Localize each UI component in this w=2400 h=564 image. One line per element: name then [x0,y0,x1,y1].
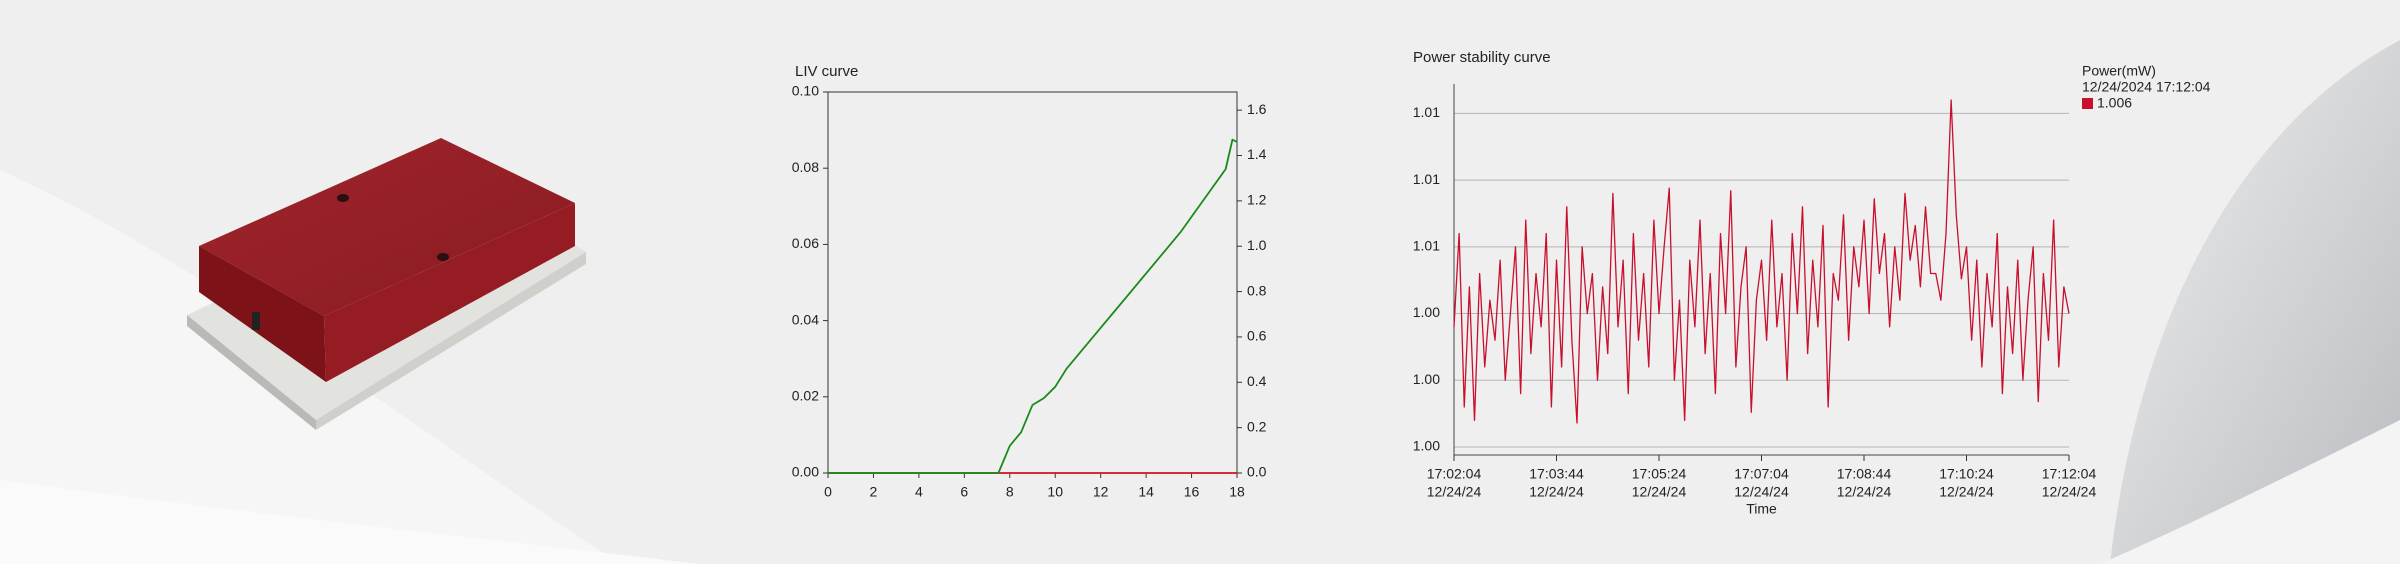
y2-tick-label: 0.4 [1247,373,1267,389]
x-tick-date: 12/24/24 [2042,484,2097,500]
y2-tick-label: 1.4 [1247,146,1267,162]
product-image [187,138,586,430]
y-tick-label: 1.00 [1413,304,1440,320]
y-tick-label: 0.02 [792,388,819,404]
chart-title: Power stability curve [1413,49,1551,66]
x-tick-label: 8 [1006,484,1014,500]
x-tick-label: 17:02:04 [1427,466,1482,482]
x-tick-label: 17:07:04 [1734,466,1789,482]
x-tick-date: 12/24/24 [1632,484,1687,500]
x-tick-label: 14 [1138,484,1154,500]
tooltip-time: 12/24/2024 17:12:04 [2082,79,2211,95]
y-tick-label: 1.00 [1413,371,1440,387]
x-tick-label: 2 [870,484,878,500]
x-tick-date: 12/24/24 [1837,484,1892,500]
background-curve [0,480,700,564]
y2-tick-label: 0.8 [1247,282,1267,298]
y-tick-label: 1.01 [1413,171,1440,187]
x-tick-date: 12/24/24 [1939,484,1994,500]
x-tick-label: 10 [1047,484,1063,500]
tooltip-title: Power(mW) [2082,63,2156,79]
tooltip-swatch [2082,98,2093,109]
y2-tick-label: 1.2 [1247,192,1267,208]
x-tick-label: 17:12:04 [2042,466,2097,482]
background-curve [2100,420,2400,564]
y2-tick-label: 0.2 [1247,418,1267,434]
x-tick-label: 0 [824,484,832,500]
x-tick-date: 12/24/24 [1427,484,1482,500]
y2-tick-label: 0.6 [1247,328,1267,344]
x-tick-label: 4 [915,484,923,500]
y2-tick-label: 1.0 [1247,237,1267,253]
y-tick-label: 0.04 [792,311,819,327]
x-tick-label: 17:08:44 [1837,466,1892,482]
y-tick-label: 0.00 [792,464,819,480]
tooltip-value: 1.006 [2097,95,2132,111]
y-tick-label: 0.08 [792,159,819,175]
chart-title: LIV curve [795,63,858,80]
y-tick-label: 1.00 [1413,438,1440,454]
y-tick-label: 1.01 [1413,104,1440,120]
x-tick-label: 17:03:44 [1529,466,1584,482]
x-tick-date: 12/24/24 [1734,484,1789,500]
y-tick-label: 0.10 [792,83,819,99]
x-tick-label: 6 [960,484,968,500]
x-tick-label: 17:10:24 [1939,466,1994,482]
y2-tick-label: 1.6 [1247,101,1267,117]
x-tick-label: 16 [1184,484,1200,500]
background-shade [2110,40,2400,564]
y-tick-label: 0.06 [792,235,819,251]
series-line [1453,99,2070,424]
y-tick-label: 1.01 [1413,238,1440,254]
x-axis-title: Time [1746,501,1777,517]
y2-tick-label: 0.0 [1247,464,1267,480]
series-line [828,138,1238,474]
x-tick-date: 12/24/24 [1529,484,1584,500]
x-tick-label: 18 [1229,484,1245,500]
x-tick-label: 17:05:24 [1632,466,1687,482]
x-tick-label: 12 [1093,484,1109,500]
